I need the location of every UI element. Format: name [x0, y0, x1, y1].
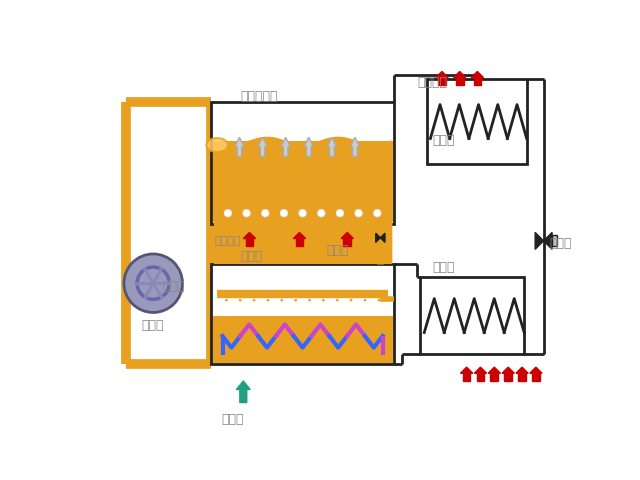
- Circle shape: [308, 299, 311, 301]
- FancyArrow shape: [327, 137, 337, 156]
- Circle shape: [373, 209, 381, 217]
- Polygon shape: [516, 367, 528, 373]
- Polygon shape: [460, 367, 473, 373]
- Text: 稀溶液: 稀溶液: [141, 319, 164, 332]
- Circle shape: [243, 209, 250, 217]
- FancyArrow shape: [258, 137, 267, 156]
- Circle shape: [317, 209, 325, 217]
- Circle shape: [349, 299, 353, 301]
- Circle shape: [355, 209, 362, 217]
- Text: 加热过程: 加热过程: [215, 236, 241, 246]
- Circle shape: [261, 209, 269, 217]
- Bar: [474, 78, 481, 85]
- Text: 制冷工质: 制冷工质: [417, 76, 447, 89]
- Circle shape: [280, 209, 288, 217]
- Polygon shape: [454, 72, 466, 78]
- Polygon shape: [474, 367, 486, 373]
- Polygon shape: [488, 367, 500, 373]
- Circle shape: [266, 299, 269, 301]
- Circle shape: [336, 209, 344, 217]
- Circle shape: [294, 299, 297, 301]
- FancyArrow shape: [236, 381, 250, 403]
- FancyArrow shape: [304, 137, 314, 156]
- Polygon shape: [376, 233, 380, 242]
- Polygon shape: [502, 367, 515, 373]
- Polygon shape: [243, 232, 255, 239]
- Polygon shape: [341, 232, 353, 239]
- Text: 蒸发器: 蒸发器: [432, 261, 454, 274]
- Polygon shape: [471, 72, 484, 78]
- FancyArrow shape: [350, 137, 360, 156]
- Text: 浓溶液: 浓溶液: [326, 244, 349, 257]
- Bar: [463, 373, 470, 381]
- Bar: [456, 78, 463, 85]
- Bar: [211, 102, 394, 224]
- Bar: [212, 141, 393, 222]
- Circle shape: [364, 299, 366, 301]
- Circle shape: [378, 299, 380, 301]
- Bar: [477, 373, 484, 381]
- Bar: [532, 373, 540, 381]
- Circle shape: [322, 299, 324, 301]
- Bar: [212, 316, 393, 362]
- Circle shape: [336, 299, 339, 301]
- Text: 循环泵: 循环泵: [163, 280, 185, 293]
- Bar: [438, 78, 446, 85]
- Text: 蒸汽发生器: 蒸汽发生器: [240, 90, 278, 103]
- Ellipse shape: [206, 138, 228, 152]
- Polygon shape: [293, 232, 306, 239]
- Circle shape: [124, 254, 182, 312]
- Circle shape: [239, 299, 242, 301]
- Circle shape: [253, 299, 255, 301]
- Polygon shape: [380, 233, 385, 242]
- Bar: [246, 239, 253, 246]
- Text: 冷却水: 冷却水: [221, 413, 244, 426]
- Bar: [296, 239, 303, 246]
- Bar: [211, 264, 394, 364]
- Text: 节流阀: 节流阀: [550, 238, 572, 251]
- Polygon shape: [436, 72, 448, 78]
- Circle shape: [224, 209, 232, 217]
- Polygon shape: [535, 232, 543, 249]
- Text: 吸收器: 吸收器: [240, 250, 263, 263]
- Circle shape: [225, 299, 228, 301]
- Polygon shape: [543, 232, 552, 249]
- Polygon shape: [530, 367, 542, 373]
- Bar: [427, 79, 527, 164]
- Circle shape: [299, 209, 307, 217]
- Bar: [552, 236, 557, 246]
- Bar: [344, 239, 351, 246]
- Bar: [518, 373, 526, 381]
- FancyArrow shape: [281, 137, 291, 156]
- Bar: [490, 373, 498, 381]
- Text: 冷凝器: 冷凝器: [433, 134, 455, 147]
- Bar: [420, 277, 524, 354]
- FancyArrow shape: [235, 137, 244, 156]
- Bar: [504, 373, 512, 381]
- Circle shape: [280, 299, 283, 301]
